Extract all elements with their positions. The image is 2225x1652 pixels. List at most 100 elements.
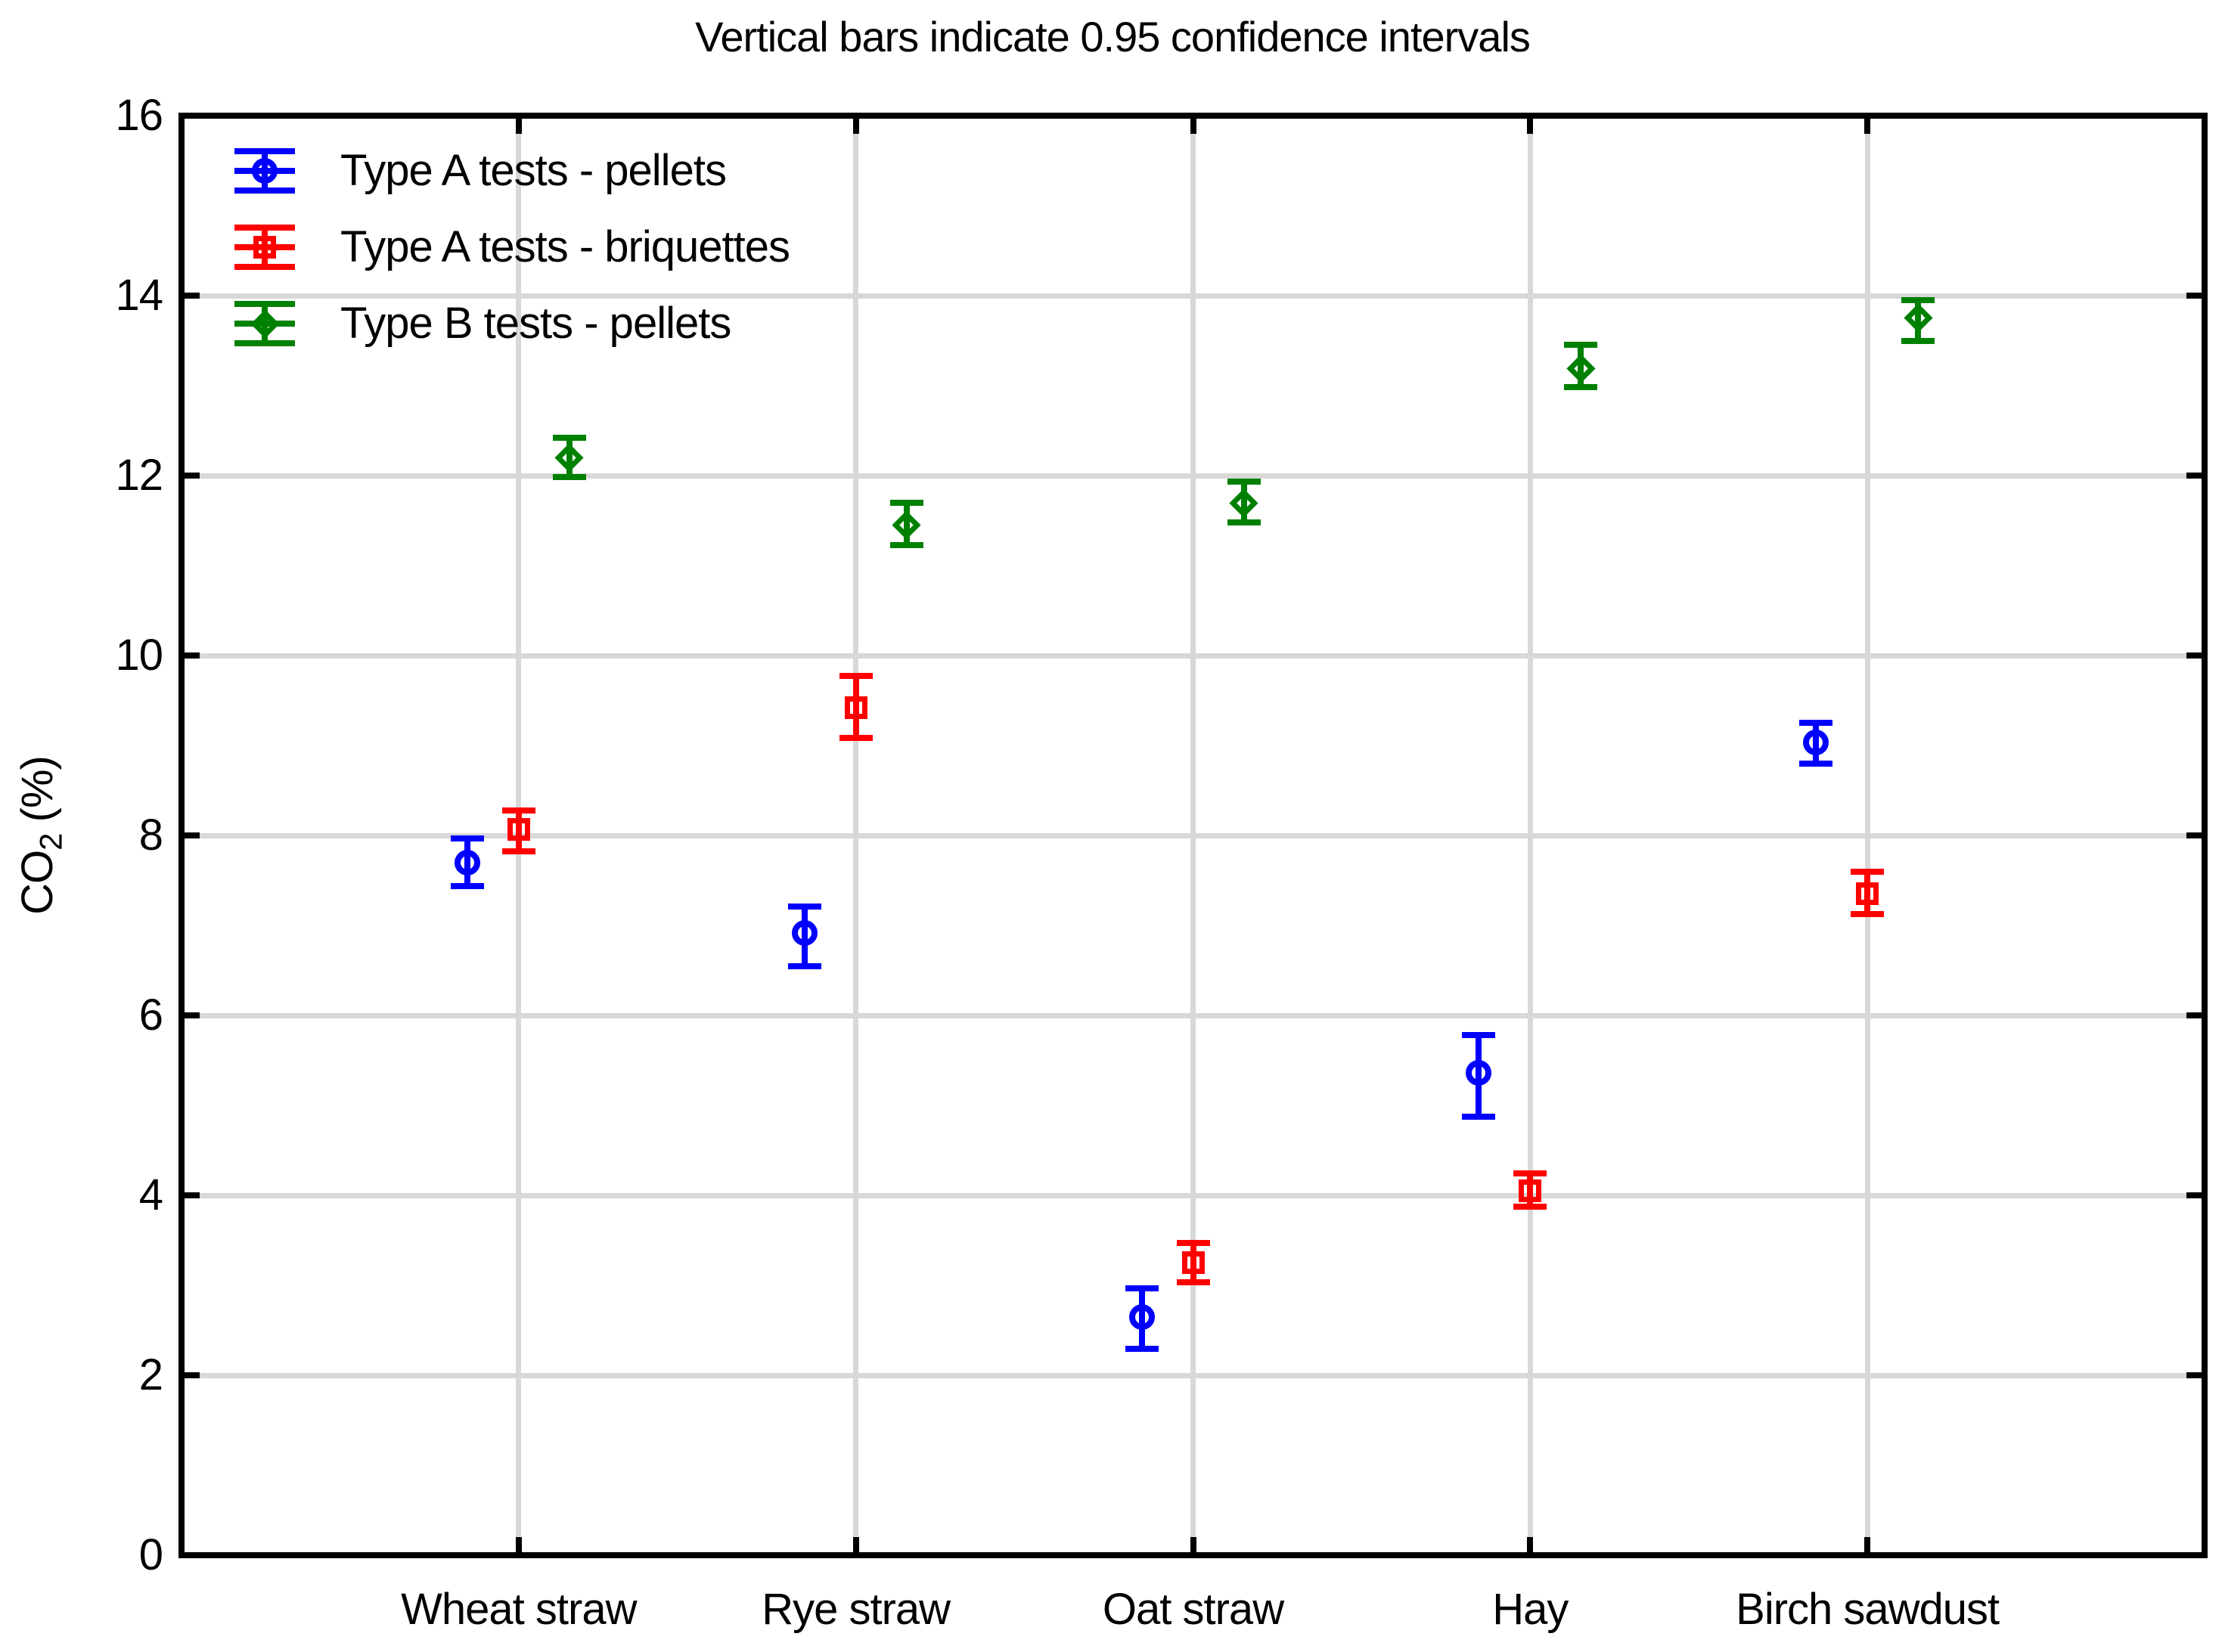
- x-axis-tick-bottom: [1864, 1537, 1871, 1552]
- error-bar-cap-top: [787, 903, 821, 910]
- legend-item-label: Type A tests - pellets: [340, 146, 727, 195]
- error-bar-cap-bottom: [889, 541, 923, 548]
- y-tick-label: 16: [115, 91, 163, 140]
- error-bar-cap-bottom: [787, 962, 821, 969]
- error-bar-cap-bottom: [501, 848, 535, 855]
- circle-marker-series1: [454, 849, 480, 876]
- x-axis-tick-top: [515, 119, 522, 134]
- error-bar-cap-bottom: [1799, 760, 1833, 767]
- x-axis-tick-bottom: [515, 1537, 522, 1552]
- y-tick-label: 0: [138, 1530, 163, 1579]
- legend-symbol-cap: [234, 225, 295, 231]
- error-bar-line: [566, 438, 573, 478]
- legend-symbol-cap: [234, 321, 295, 327]
- error-bar-line: [1240, 482, 1247, 522]
- y-axis-tick-left: [185, 832, 200, 838]
- x-axis-tick-top: [1864, 119, 1871, 134]
- x-axis-tick-bottom: [1527, 1537, 1534, 1552]
- x-axis-tick-top: [1527, 119, 1534, 134]
- error-bar-line: [903, 502, 910, 545]
- error-bar-cap-bottom: [839, 735, 873, 742]
- x-axis-tick-top: [1190, 119, 1196, 134]
- plot-frame: [178, 113, 2208, 1558]
- y-axis-tick-left: [185, 1012, 200, 1018]
- y-tick-label: 6: [138, 990, 163, 1040]
- y-axis-title-prefix: CO: [13, 850, 62, 915]
- y-tick-label: 4: [138, 1170, 163, 1220]
- error-bar-line: [515, 810, 522, 852]
- error-bar-cap-top: [1901, 296, 1935, 303]
- square-legend-marker: [253, 236, 276, 259]
- legend-item-label: Type B tests - pellets: [340, 299, 731, 348]
- legend-symbol-cap: [234, 244, 295, 250]
- circle-legend-marker: [252, 158, 278, 184]
- legend-symbol-cap: [234, 264, 295, 270]
- error-bar-cap-bottom: [1462, 1114, 1496, 1120]
- x-axis-tick-top: [852, 119, 859, 134]
- y-axis-tick-left: [185, 473, 200, 479]
- error-bar-cap-bottom: [450, 882, 484, 889]
- y-axis-tick-right: [2186, 1192, 2202, 1198]
- legend-symbol-cap: [234, 340, 295, 346]
- error-bar-line: [1578, 345, 1584, 388]
- error-bar-line: [1864, 871, 1871, 914]
- error-bar-cap-top: [1851, 868, 1885, 875]
- error-bar-line: [852, 676, 859, 739]
- error-bar-cap-top: [552, 435, 586, 442]
- error-bar-cap-bottom: [1901, 337, 1935, 344]
- square-marker-series2: [507, 817, 530, 841]
- y-axis-tick-right: [2186, 1012, 2202, 1018]
- y-axis-tick-right: [2186, 652, 2202, 659]
- x-axis-tick-bottom: [1190, 1537, 1196, 1552]
- error-bar-cap-bottom: [1176, 1279, 1210, 1286]
- circle-marker-series1: [791, 919, 818, 946]
- x-category-label: Rye straw: [762, 1585, 951, 1634]
- x-gridline: [1864, 119, 1870, 1552]
- y-axis-tick-right: [2186, 473, 2202, 479]
- error-bar-line: [1527, 1173, 1534, 1207]
- chart-title: Vertical bars indicate 0.95 confidence i…: [695, 13, 1531, 60]
- legend-item-label: Type A tests - briquettes: [340, 222, 790, 271]
- error-bar-cap-top: [1125, 1285, 1159, 1291]
- y-axis-tick-left: [185, 293, 200, 299]
- x-axis-tick-bottom: [852, 1537, 859, 1552]
- y-tick-label: 2: [138, 1350, 163, 1399]
- square-marker-series2: [844, 696, 867, 720]
- error-bar-cap-top: [1513, 1170, 1547, 1177]
- error-bar-cap-top: [450, 835, 484, 841]
- y-tick-label: 12: [115, 451, 163, 500]
- legend-symbol-cap: [234, 188, 295, 194]
- legend-symbol-cap: [234, 148, 295, 154]
- circle-marker-series1: [1128, 1303, 1155, 1330]
- error-bar-cap-top: [1176, 1240, 1210, 1247]
- y-axis-tick-left: [185, 1372, 200, 1378]
- y-axis-tick-left: [185, 652, 200, 659]
- y-tick-label: 8: [138, 811, 163, 860]
- y-axis-tick-right: [2186, 1372, 2202, 1378]
- x-gridline: [1190, 119, 1196, 1552]
- y-tick-label: 14: [115, 271, 163, 320]
- error-bar-cap-bottom: [1125, 1346, 1159, 1353]
- circle-marker-series1: [1466, 1060, 1492, 1086]
- x-gridline: [1527, 119, 1533, 1552]
- y-axis-tick-left: [185, 1192, 200, 1198]
- square-marker-series2: [1519, 1179, 1542, 1203]
- square-marker-series2: [1181, 1251, 1205, 1275]
- error-bar-cap-top: [889, 499, 923, 506]
- circle-marker-series1: [1803, 730, 1829, 756]
- x-gridline: [853, 119, 859, 1552]
- error-bar-cap-bottom: [1513, 1204, 1547, 1210]
- error-bar-cap-top: [839, 673, 873, 680]
- x-category-label: Oat straw: [1102, 1585, 1284, 1634]
- y-axis-tick-right: [2186, 832, 2202, 838]
- legend-symbol-cap: [234, 301, 295, 307]
- error-bar-cap-bottom: [1851, 910, 1885, 917]
- x-category-label: Hay: [1492, 1585, 1569, 1634]
- error-bar-cap-bottom: [1564, 384, 1598, 391]
- x-category-label: Wheat straw: [401, 1585, 637, 1634]
- error-bar-cap-top: [501, 807, 535, 814]
- error-bar-line: [1915, 299, 1922, 341]
- square-marker-series2: [1856, 882, 1879, 906]
- error-bar-cap-top: [1799, 720, 1833, 727]
